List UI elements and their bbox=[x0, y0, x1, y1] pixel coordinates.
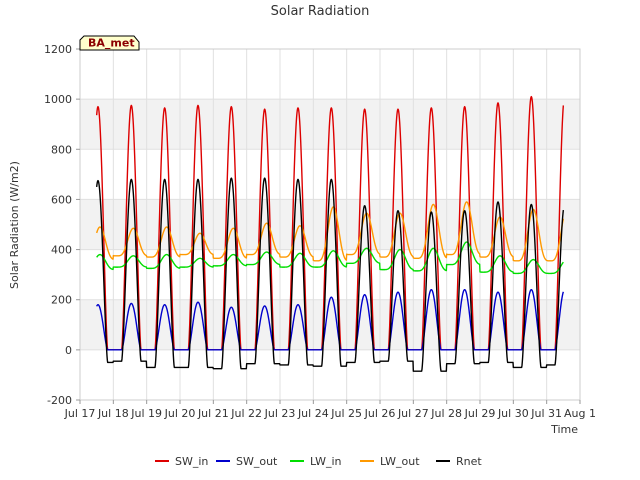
x-tick-label: Jul 20 bbox=[164, 407, 196, 420]
plot-frame bbox=[79, 48, 581, 401]
x-tick-label: Jul 30 bbox=[497, 407, 529, 420]
series-lines bbox=[95, 95, 565, 372]
series-line-lw-out bbox=[96, 201, 565, 262]
y-tick-label: 1000 bbox=[44, 93, 72, 106]
y-tick-label: 800 bbox=[51, 143, 72, 156]
x-tick-label: Jul 27 bbox=[397, 407, 429, 420]
y-axis-label: Solar Radiation (W/m2) bbox=[8, 161, 21, 289]
x-tick-label: Jul 28 bbox=[430, 407, 462, 420]
legend-label-sw-in: SW_in bbox=[175, 455, 208, 468]
x-tick-label: Jul 19 bbox=[130, 407, 162, 420]
x-tick-label: Jul 22 bbox=[230, 407, 262, 420]
x-tick-label: Jul 18 bbox=[97, 407, 129, 420]
station-label: BA_met bbox=[88, 37, 135, 50]
legend: SW_in SW_out LW_in LW_out Rnet bbox=[155, 455, 482, 468]
legend-label-lw-in: LW_in bbox=[310, 455, 342, 468]
y-tick-label: 0 bbox=[65, 344, 72, 357]
x-tick-label: Jul 25 bbox=[330, 407, 362, 420]
x-axis-label: Time bbox=[550, 423, 578, 436]
y-tick-label: 400 bbox=[51, 244, 72, 257]
legend-label-sw-out: SW_out bbox=[236, 455, 278, 468]
y-tick-label: 200 bbox=[51, 294, 72, 307]
background-band bbox=[80, 199, 580, 250]
x-tick-label: Jul 31 bbox=[530, 407, 562, 420]
chart-title: Solar Radiation bbox=[271, 4, 370, 19]
y-tick-label: -200 bbox=[47, 394, 72, 407]
legend-label-rnet: Rnet bbox=[456, 455, 482, 468]
x-tick-label: Jul 17 bbox=[64, 407, 96, 420]
legend-label-lw-out: LW_out bbox=[380, 455, 420, 468]
station-label-box: BA_met bbox=[79, 35, 140, 51]
y-tick-label: 600 bbox=[51, 193, 72, 206]
x-tick-label: Jul 29 bbox=[464, 407, 496, 420]
series-line-lw-in bbox=[96, 241, 564, 275]
x-tick-label: Jul 21 bbox=[197, 407, 229, 420]
x-tick-label: Aug 1 bbox=[564, 407, 596, 420]
series-line-sw-out bbox=[96, 288, 565, 351]
x-tick-label: Jul 23 bbox=[264, 407, 296, 420]
x-tick-label: Jul 26 bbox=[364, 407, 396, 420]
series-line-rnet bbox=[95, 177, 565, 372]
y-tick-label: 1200 bbox=[44, 43, 72, 56]
x-tick-label: Jul 24 bbox=[297, 407, 329, 420]
